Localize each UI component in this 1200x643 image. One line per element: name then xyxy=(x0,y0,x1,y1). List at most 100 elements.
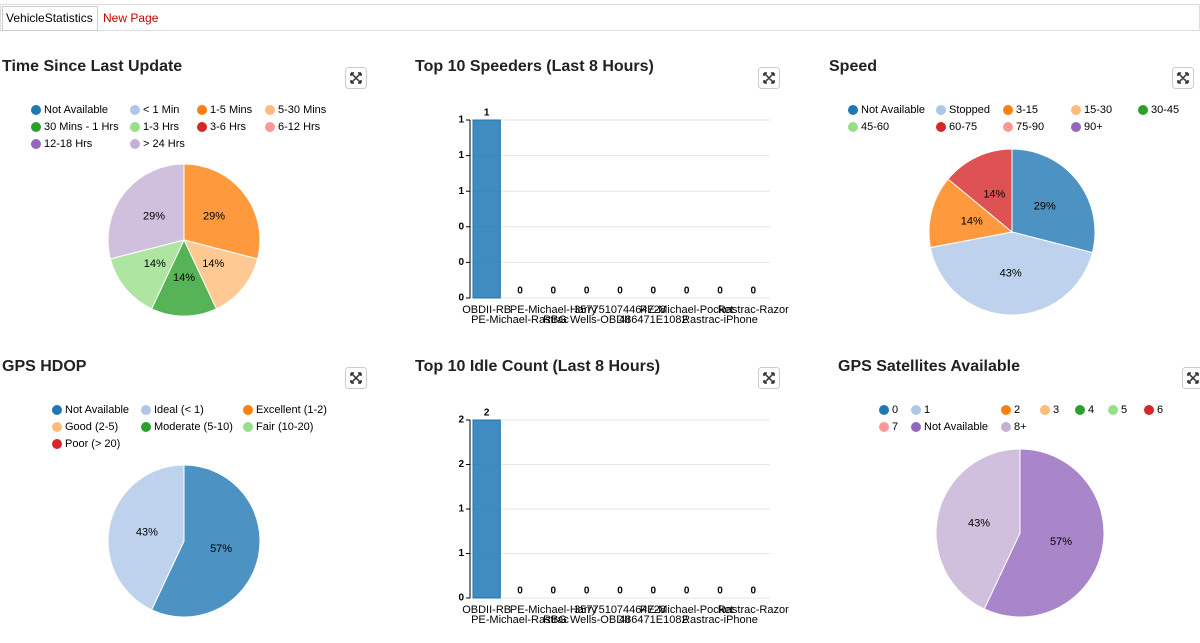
pie-slice xyxy=(1011,148,1096,254)
legend-label[interactable]: > 24 Hrs xyxy=(143,138,185,150)
legend-dot[interactable] xyxy=(31,122,41,132)
legend-dot[interactable] xyxy=(848,122,858,132)
legend-dot[interactable] xyxy=(265,105,275,115)
legend-dot[interactable] xyxy=(31,105,41,115)
legend-label[interactable]: Moderate (5-10) xyxy=(154,421,233,433)
legend-dot[interactable] xyxy=(879,405,889,415)
legend-dot[interactable] xyxy=(1001,405,1011,415)
legend-dot[interactable] xyxy=(130,122,140,132)
legend-label[interactable]: 6 xyxy=(1157,404,1163,416)
legend-label[interactable]: 7 xyxy=(892,421,898,433)
x-tick-label: OBDII-RB xyxy=(462,604,511,616)
legend-label[interactable]: 1 xyxy=(924,404,930,416)
legend-label[interactable]: 1-5 Mins xyxy=(210,104,253,116)
legend-label[interactable]: 3-6 Hrs xyxy=(210,121,247,133)
bar-value-label: 0 xyxy=(617,586,623,597)
legend-dot[interactable] xyxy=(936,122,946,132)
legend-label[interactable]: Not Available xyxy=(44,104,108,116)
legend-label[interactable]: Excellent (1-2) xyxy=(256,404,327,416)
expand-icon[interactable] xyxy=(1177,72,1189,84)
legend-dot[interactable] xyxy=(31,139,41,149)
expand-icon[interactable] xyxy=(1187,372,1199,384)
tab-label[interactable]: VehicleStatistics xyxy=(6,11,93,25)
legend-label[interactable]: 1-3 Hrs xyxy=(143,121,180,133)
legend-dot[interactable] xyxy=(1003,105,1013,115)
slice-label: 57% xyxy=(210,543,232,555)
x-tick-label: Rastrac-iPhone xyxy=(682,314,758,326)
x-tick-label: 357751074464728 xyxy=(574,304,666,316)
expand-icon[interactable] xyxy=(763,72,775,84)
legend-dot[interactable] xyxy=(130,105,140,115)
chart-title: Top 10 Speeders (Last 8 Hours) xyxy=(415,58,654,75)
legend-label[interactable]: 30 Mins - 1 Hrs xyxy=(44,121,119,133)
legend-dot[interactable] xyxy=(1071,105,1081,115)
legend-dot[interactable] xyxy=(52,422,62,432)
legend-label[interactable]: 15-30 xyxy=(1084,104,1112,116)
legend-label[interactable]: 6-12 Hrs xyxy=(278,121,321,133)
bar-value-label: 0 xyxy=(651,286,657,297)
legend-label[interactable]: 3-15 xyxy=(1016,104,1038,116)
legend-dot[interactable] xyxy=(1040,405,1050,415)
legend-label[interactable]: Not Available xyxy=(861,104,925,116)
pie-slice xyxy=(150,238,218,317)
legend-label[interactable]: 60-75 xyxy=(949,121,977,133)
legend-dot[interactable] xyxy=(130,139,140,149)
legend-dot[interactable] xyxy=(243,422,253,432)
expand-icon[interactable] xyxy=(350,372,362,384)
legend-label[interactable]: 5-30 Mins xyxy=(278,104,327,116)
expand-icon[interactable] xyxy=(350,72,362,84)
legend-label[interactable]: 0 xyxy=(892,404,898,416)
legend-label[interactable]: Poor (> 20) xyxy=(65,438,120,450)
slice-label: 14% xyxy=(173,272,195,284)
legend-label[interactable]: 8+ xyxy=(1014,421,1027,433)
legend-label[interactable]: 90+ xyxy=(1084,121,1103,133)
legend-dot[interactable] xyxy=(936,105,946,115)
legend-dot[interactable] xyxy=(911,422,921,432)
expand-button[interactable] xyxy=(1182,367,1200,389)
legend-dot[interactable] xyxy=(197,105,207,115)
legend-label[interactable]: < 1 Min xyxy=(143,104,179,116)
legend-dot[interactable] xyxy=(1003,122,1013,132)
legend-dot[interactable] xyxy=(848,105,858,115)
tab-active[interactable] xyxy=(2,6,98,31)
legend-label[interactable]: 5 xyxy=(1121,404,1127,416)
tab-label[interactable]: New Page xyxy=(103,11,159,25)
legend-label[interactable]: 12-18 Hrs xyxy=(44,138,93,150)
legend-label[interactable]: 2 xyxy=(1014,404,1020,416)
legend-label[interactable]: Not Available xyxy=(65,404,129,416)
legend-dot[interactable] xyxy=(911,405,921,415)
legend-dot[interactable] xyxy=(141,405,151,415)
legend-dot[interactable] xyxy=(141,422,151,432)
legend-dot[interactable] xyxy=(52,405,62,415)
legend-label[interactable]: 30-45 xyxy=(1151,104,1179,116)
legend-dot[interactable] xyxy=(243,405,253,415)
chart-title: GPS Satellites Available xyxy=(838,358,1020,375)
legend-label[interactable]: Not Available xyxy=(924,421,988,433)
legend-label[interactable]: 45-60 xyxy=(861,121,889,133)
x-tick-label: PE-Michael-Harry xyxy=(510,604,597,616)
legend-label[interactable]: Ideal (< 1) xyxy=(154,404,204,416)
legend-dot[interactable] xyxy=(52,439,62,449)
legend-dot[interactable] xyxy=(1138,105,1148,115)
legend-dot[interactable] xyxy=(197,122,207,132)
legend-label[interactable]: 75-90 xyxy=(1016,121,1044,133)
legend-dot[interactable] xyxy=(1001,422,1011,432)
x-tick-label: Rastrac-iPhone xyxy=(682,614,758,626)
legend-label[interactable]: Stopped xyxy=(949,104,990,116)
legend-dot[interactable] xyxy=(1071,122,1081,132)
legend-label[interactable]: 4 xyxy=(1088,404,1094,416)
bar-value-label: 0 xyxy=(584,586,590,597)
expand-icon[interactable] xyxy=(763,372,775,384)
legend-dot[interactable] xyxy=(1075,405,1085,415)
legend-label[interactable]: Fair (10-20) xyxy=(256,421,313,433)
legend-label[interactable]: 3 xyxy=(1053,404,1059,416)
legend-label[interactable]: Good (2-5) xyxy=(65,421,118,433)
chart-title: GPS HDOP xyxy=(2,358,87,375)
bar-value-label: 0 xyxy=(584,286,590,297)
legend-dot[interactable] xyxy=(1108,405,1118,415)
legend-dot[interactable] xyxy=(879,422,889,432)
legend-dot[interactable] xyxy=(1144,405,1154,415)
pie-slice xyxy=(183,163,261,260)
legend-dot[interactable] xyxy=(265,122,275,132)
